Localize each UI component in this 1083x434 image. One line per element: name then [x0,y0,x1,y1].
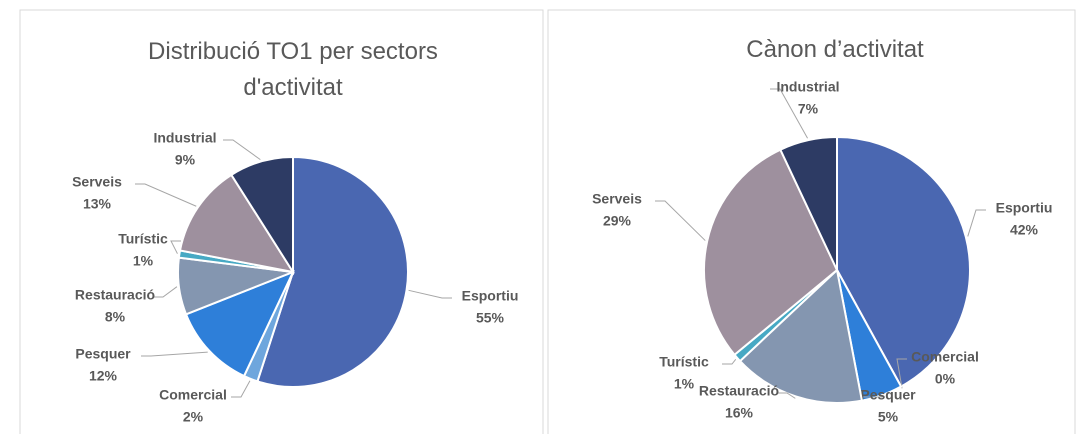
slice-label: Serveis [592,191,642,207]
slice-label: Comercial [159,387,227,403]
leader-line [655,200,706,241]
leader-line [408,289,452,299]
pie-slice [184,270,295,378]
leader-line [777,392,796,399]
slice-label: Turístic [118,231,168,247]
chart-title: Cànon d’activitat [746,36,924,63]
slice-label: Turístic [659,354,709,370]
leader-line [896,358,907,389]
chart-frame [547,9,1076,434]
slice-label: Pesquer [75,346,131,362]
slice-value-label: 16% [725,405,754,421]
slice-value-label: 0% [935,371,956,387]
pie-slice [779,135,838,271]
slice-value-label: 8% [105,309,126,325]
slice-label: Industrial [153,130,216,146]
slice-value-label: 13% [83,196,112,212]
leader-line [141,351,208,357]
slice-value-label: 1% [133,253,154,269]
pie-slice [178,173,296,274]
leader-line [223,139,261,161]
slice-value-label: 7% [798,101,819,117]
leader-line [231,380,251,398]
pie-slice [256,155,409,388]
slice-value-label: 5% [878,409,899,425]
slice-value-label: 29% [603,213,632,229]
slice-label: Serveis [72,174,122,190]
slice-value-label: 1% [674,376,695,392]
slice-value-label: 9% [175,152,196,168]
pie-slice [229,155,294,276]
chart-frame [19,9,544,434]
slice-value-label: 42% [1010,222,1039,238]
slice-value-label: 12% [89,368,118,384]
pie-slice [738,268,864,404]
pie-slice [836,135,971,388]
slice-label: Pesquer [860,387,916,403]
slice-label: Esportiu [996,200,1053,216]
leader-line [967,209,986,237]
slice-value-label: 55% [476,310,505,326]
slice-label: Industrial [776,79,839,95]
leader-line [135,183,197,207]
slice-value-label: 2% [183,409,204,425]
slice-label: Restauració [699,383,779,399]
slice-label: Comercial [911,349,979,365]
slice-label: Esportiu [462,288,519,304]
chart-title: Distribució TO1 per sectors d'activitat [148,38,438,101]
slice-label: Restauració [75,287,155,303]
leader-line [153,286,178,298]
leader-line [170,240,181,254]
leader-line [722,358,737,365]
leader-line [770,88,808,139]
